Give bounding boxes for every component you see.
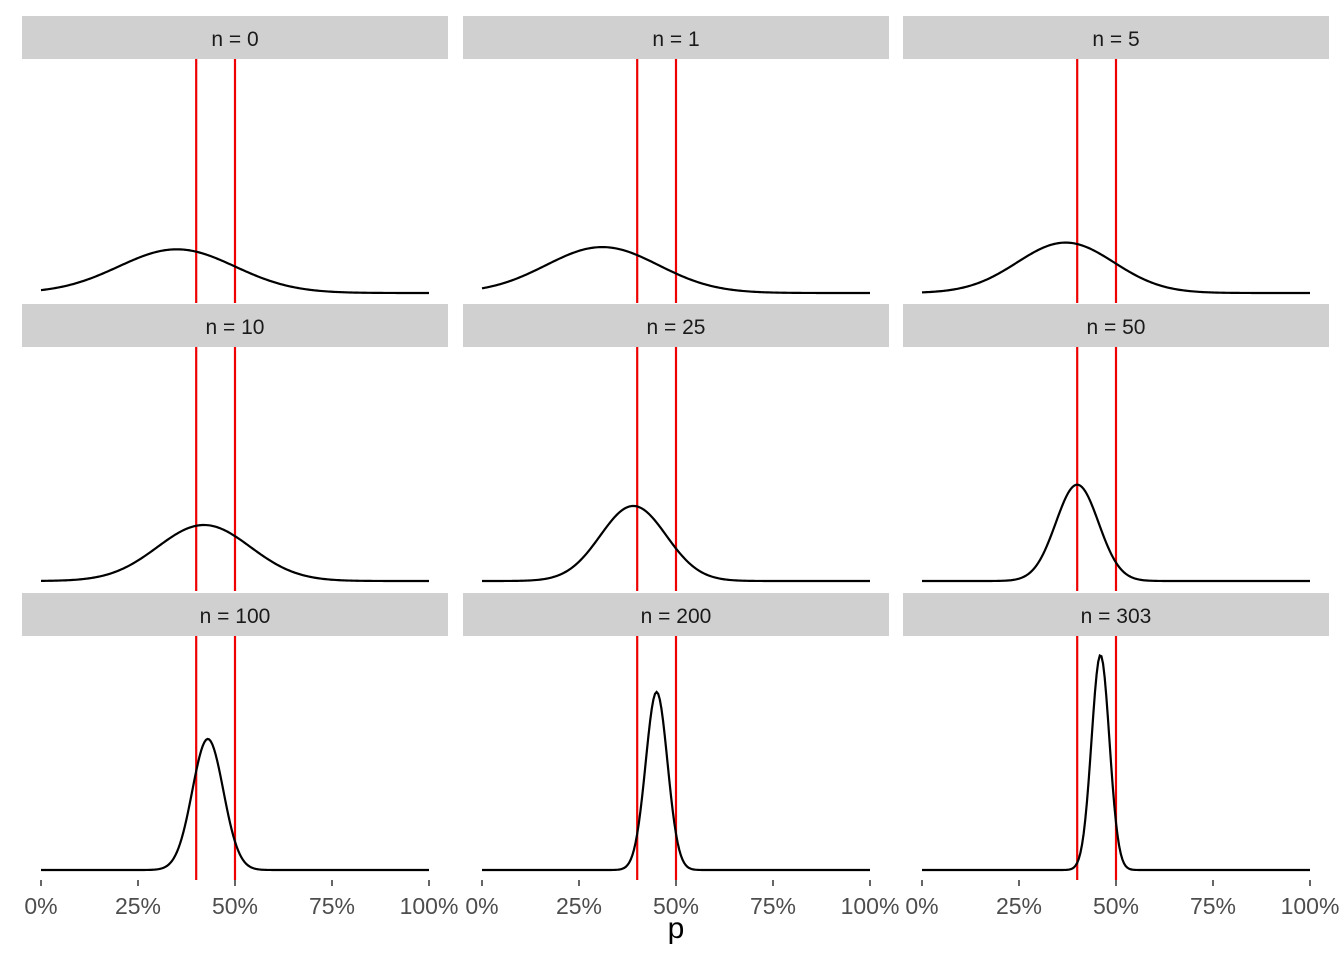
facet-strip-label: n = 0 [211, 28, 258, 51]
facet-strip [463, 16, 889, 59]
facet-panel: n = 0 [22, 16, 448, 303]
x-tick-label: 50% [212, 893, 258, 919]
density-curve [40, 523, 429, 583]
x-tick-label: 100% [841, 893, 900, 919]
facet-strip-label: n = 25 [647, 316, 706, 339]
x-tick-label: 75% [309, 893, 355, 919]
facet-panel: n = 25 [463, 304, 889, 591]
facet-panel: n = 50 [903, 304, 1329, 591]
facet-strip-label: n = 1 [652, 28, 699, 51]
facet-grid: n = 0 n = 1 n = 5 n = 10 n = 25 n = 50 n = 100… [22, 16, 1329, 880]
facet-strip-label: n = 303 [1081, 605, 1152, 628]
density-curve [922, 653, 1310, 872]
x-axis-title: p [668, 912, 685, 945]
density-curve [482, 504, 870, 583]
facet-panel: n = 200 [463, 593, 889, 880]
facet-panel: n = 100 [22, 593, 448, 880]
density-curve [922, 483, 1310, 583]
density-curve [481, 245, 870, 295]
facet-strip [903, 593, 1329, 636]
x-tick-label: 25% [996, 893, 1042, 919]
facet-strip-label: n = 5 [1092, 28, 1139, 51]
x-tick-label: 75% [750, 893, 796, 919]
facet-strip [903, 16, 1329, 59]
density-curve [482, 690, 870, 872]
facet-strip [463, 304, 889, 347]
x-tick-label: 50% [1093, 893, 1139, 919]
x-tick-label: 0% [465, 893, 498, 919]
density-curve [41, 737, 429, 872]
facet-strip-label: n = 50 [1087, 316, 1146, 339]
facet-strip [22, 593, 448, 636]
density-curve [40, 248, 429, 295]
facet-strip-label: n = 100 [200, 605, 271, 628]
facet-strip [463, 593, 889, 636]
x-tick-label: 100% [400, 893, 459, 919]
facet-strip-label: n = 10 [206, 316, 265, 339]
x-tick-label: 100% [1281, 893, 1340, 919]
facet-panel: n = 5 [903, 16, 1329, 303]
facet-panel: n = 303 [903, 593, 1329, 880]
facet-strip-label: n = 200 [641, 605, 712, 628]
x-tick-label: 25% [115, 893, 161, 919]
x-tick-label: 0% [24, 893, 57, 919]
facet-strip [903, 304, 1329, 347]
density-curve [921, 241, 1310, 295]
facet-panel: n = 1 [463, 16, 889, 303]
x-tick-label: 0% [905, 893, 938, 919]
facet-strip [22, 16, 448, 59]
x-tick-label: 50% [653, 893, 699, 919]
facet-panel: n = 10 [22, 304, 448, 591]
x-tick-label: 75% [1190, 893, 1236, 919]
facet-strip [22, 304, 448, 347]
x-axis: 0% 25% 50% 75% 100% 0% 25% 50% 75% 100% 0% 25% 50% 75… [24, 880, 1339, 919]
x-tick-label: 25% [556, 893, 602, 919]
